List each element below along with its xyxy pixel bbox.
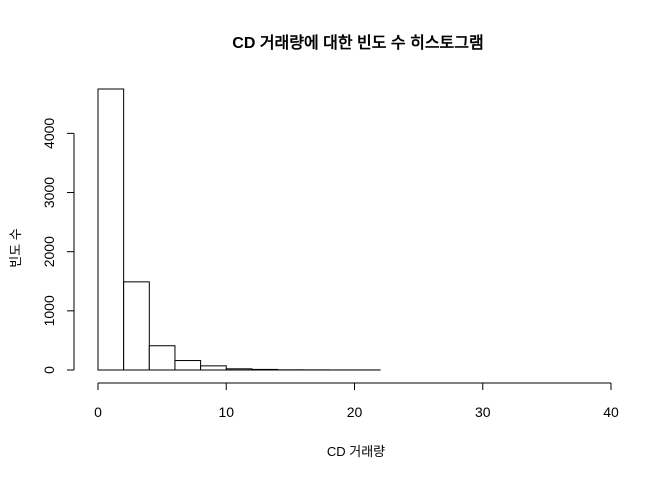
x-tick-label-2: 20: [347, 404, 363, 420]
histogram-bar-5: [225, 368, 253, 371]
histogram-bar-3: [174, 360, 202, 371]
histogram-bar-0: [97, 88, 125, 371]
y-tick-label-0: 0: [41, 366, 57, 374]
y-tick-label-4: 4000: [41, 118, 57, 149]
y-axis: 0 1000 2000 3000 4000: [41, 118, 75, 374]
histogram-bar-4: [200, 365, 227, 371]
y-tick-label-2: 2000: [41, 236, 57, 267]
histogram-bar-1: [123, 281, 150, 371]
x-tick-label-0: 0: [94, 404, 102, 420]
histogram-bar-2: [148, 345, 176, 371]
y-tick-label-1: 1000: [41, 295, 57, 326]
chart-title: CD 거래량에 대한 빈도 수 히스토그램: [232, 33, 483, 52]
y-axis-label: 빈도 수: [8, 228, 23, 268]
histogram-bar-6: [251, 368, 279, 371]
bars-group: [97, 88, 381, 371]
x-axis: 0 10 20 30 40: [94, 382, 619, 420]
x-tick-label-1: 10: [218, 404, 234, 420]
x-tick-label-4: 40: [603, 404, 619, 420]
x-axis-label: CD 거래량: [327, 444, 385, 459]
x-tick-label-3: 30: [475, 404, 491, 420]
y-tick-label-3: 3000: [41, 177, 57, 208]
